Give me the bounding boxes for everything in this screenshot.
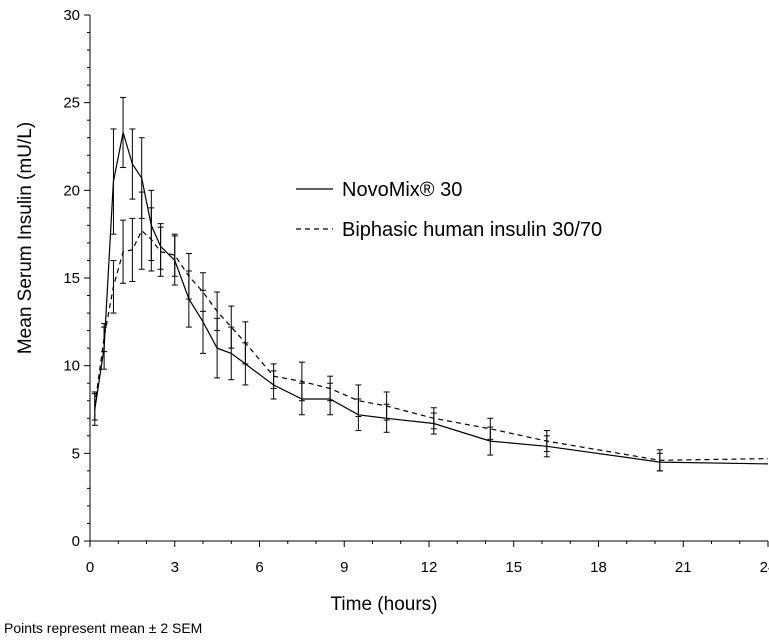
x-tick-label: 0 [86,559,94,576]
series-line [94,132,769,465]
legend: NovoMix® 30 Biphasic human insulin 30/70 [296,179,602,241]
x-tick-label: 24 [760,559,769,576]
x-tick-label: 6 [255,559,263,576]
legend-label-biphasic: Biphasic human insulin 30/70 [342,219,602,241]
x-tick-label: 3 [171,559,179,576]
x-tick-label: 18 [590,559,607,576]
y-tick-label: 10 [63,358,80,375]
footnote: Points represent mean ± 2 SEM [4,620,203,636]
x-tick-label: 15 [505,559,522,576]
y-axis-title: Mean Serum Insulin (mU/L) [15,122,36,354]
series-0 [91,96,769,472]
x-tick-label: 9 [340,559,348,576]
y-tick-label: 0 [72,533,80,550]
y-tick-label: 25 [63,95,80,112]
y-tick-label: 30 [63,7,80,24]
series-layer [91,96,769,472]
y-tick-label: 20 [63,182,80,199]
x-tick-label: 12 [421,559,438,576]
axis-ticks: 0 3 6 9 12 15 18 21 24 0 5 10 15 20 25 30 [63,7,769,576]
y-tick-label: 15 [63,270,80,287]
series-1 [91,191,769,472]
legend-label-novomix: NovoMix® 30 [342,179,462,201]
y-tick-label: 5 [72,445,80,462]
x-axis-title: Time (hours) [331,594,438,615]
series-line [94,229,769,461]
x-tick-label: 21 [675,559,692,576]
